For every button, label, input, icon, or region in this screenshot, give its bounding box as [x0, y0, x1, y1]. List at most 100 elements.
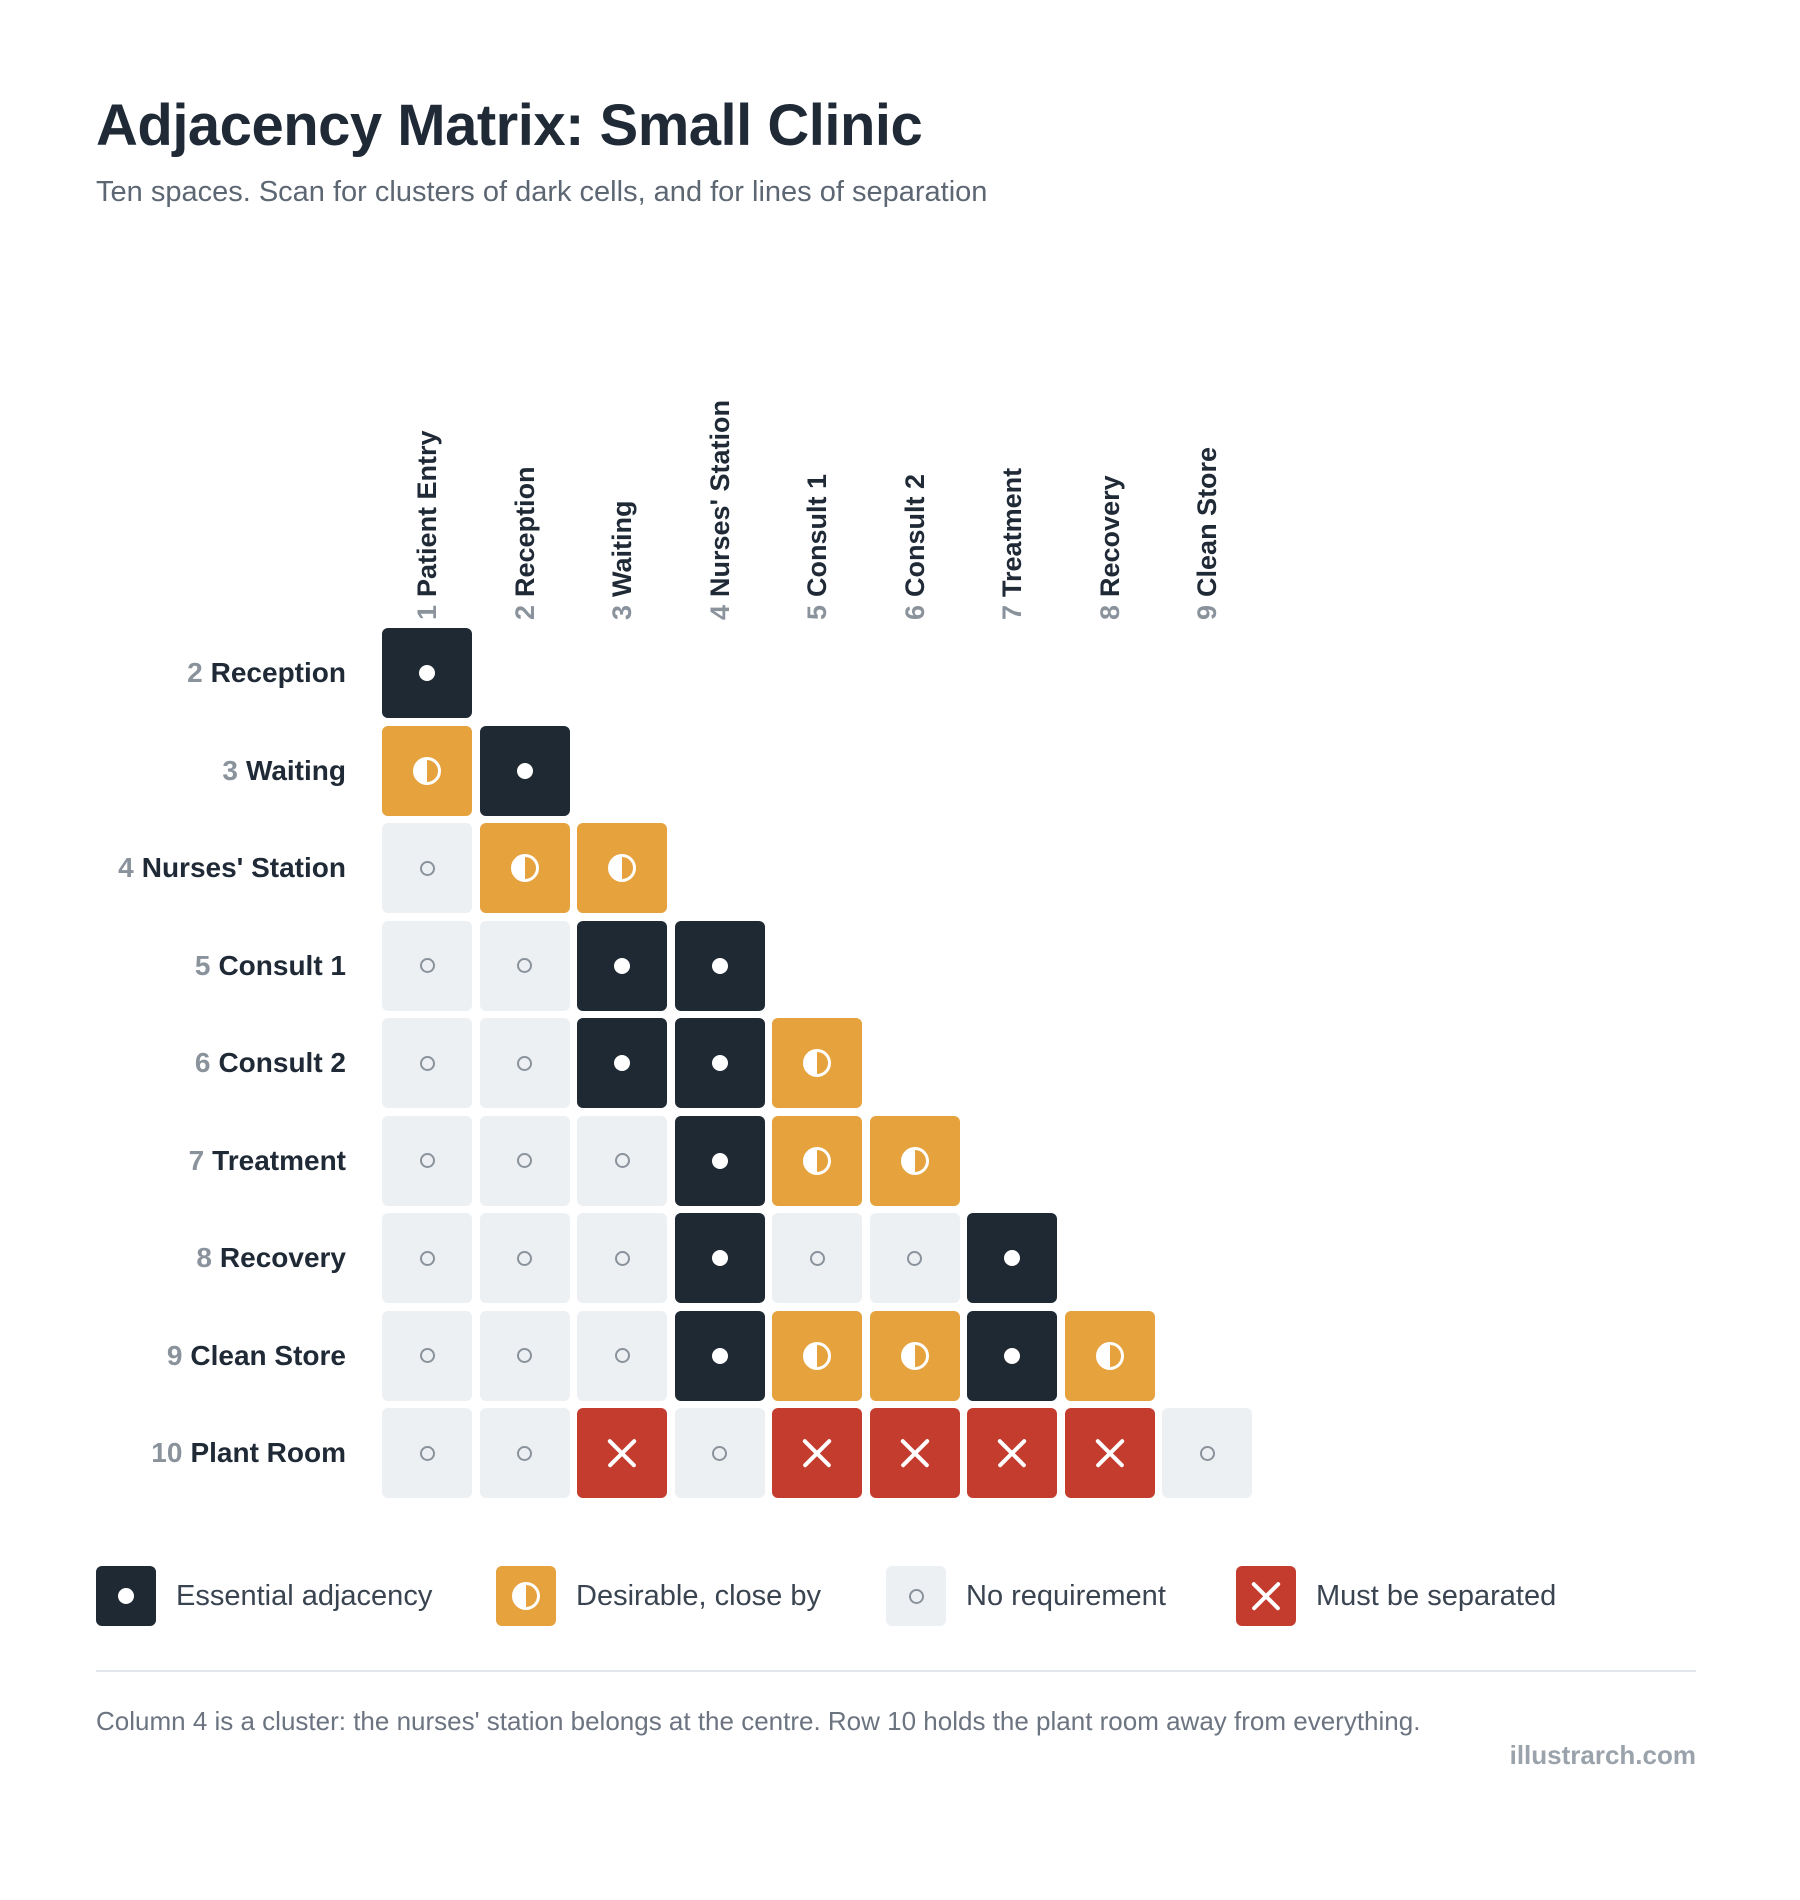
row-header: 7 Treatment — [6, 1116, 346, 1206]
legend-label: Must be separated — [1316, 1579, 1557, 1612]
column-header-label: Recovery — [1094, 475, 1125, 597]
adjacency-matrix: 1Patient Entry 2Reception 3Waiting 4Nurses'… — [0, 0, 1800, 1560]
desirable-cell — [382, 725, 472, 816]
ring-icon — [712, 1445, 727, 1461]
divider — [96, 1670, 1696, 1672]
ring-icon — [419, 1445, 435, 1461]
ring-icon — [419, 958, 435, 973]
column-header-label: Treatment — [997, 467, 1027, 597]
column-header-number: 8 — [1094, 604, 1125, 620]
half-circle-icon — [803, 1146, 831, 1175]
row-header: 5 Consult 1 — [6, 921, 346, 1011]
legend-item: No requirement — [886, 1566, 1166, 1626]
dot-icon — [1004, 1250, 1020, 1266]
legend-swatch — [96, 1566, 156, 1626]
no-requirement-cell — [382, 1115, 472, 1206]
row-header: 4 Nurses' Station — [6, 823, 346, 913]
dot-icon — [711, 1055, 728, 1071]
half-circle-icon — [510, 854, 539, 882]
essential-cell — [674, 920, 765, 1011]
ring-icon — [1199, 1445, 1215, 1461]
no-requirement-cell — [577, 1115, 667, 1206]
no-requirement-cell — [674, 1408, 765, 1498]
row-header-label: Nurses' Station — [141, 852, 346, 883]
dot-icon — [516, 762, 533, 779]
ring-icon — [419, 1250, 435, 1266]
row-header-label: Clean Store — [190, 1339, 346, 1371]
column-header-number: 1 — [412, 604, 442, 620]
dot-icon — [711, 957, 728, 974]
no-requirement-cell — [479, 1408, 570, 1498]
ring-icon — [614, 1250, 630, 1266]
cross-icon — [801, 1437, 833, 1469]
legend-swatch — [496, 1566, 556, 1626]
dot-icon — [711, 1152, 728, 1169]
column-header-number: 3 — [607, 604, 637, 620]
dot-icon — [711, 1347, 728, 1364]
row-header-number: 5 — [194, 949, 211, 981]
row-header-label: Plant Room — [190, 1437, 346, 1468]
legend-item: Essential adjacency — [96, 1566, 432, 1626]
desirable-cell — [772, 1310, 862, 1401]
desirable-cell — [479, 823, 570, 913]
column-header-text: 6 Consult 2 — [898, 474, 932, 620]
page-title: Adjacency Matrix: Small Clinic — [96, 93, 923, 158]
column-header-label: Clean Store — [1192, 446, 1222, 597]
row-header-number: 3 — [222, 754, 238, 786]
column-header-text: 7 Treatment — [995, 468, 1029, 620]
no-requirement-cell — [382, 1018, 472, 1108]
column-header-label: Consult 1 — [802, 473, 832, 597]
no-requirement-cell — [577, 1213, 667, 1303]
separate-cell — [967, 1408, 1057, 1498]
no-requirement-cell — [382, 1213, 472, 1303]
row-header: 6 Consult 2 — [6, 1018, 346, 1108]
ring-icon — [908, 1588, 924, 1604]
essential-cell — [674, 1213, 765, 1303]
ring-icon — [517, 1348, 532, 1363]
dot-icon — [614, 957, 630, 974]
row-header-label: Consult 2 — [218, 1047, 346, 1078]
footnote: Column 4 is a cluster: the nurses' stati… — [96, 1706, 1421, 1736]
column-header-text: 4 Nurses' Station — [703, 400, 737, 620]
row-header-number: 7 — [188, 1144, 205, 1176]
no-requirement-cell — [1162, 1408, 1252, 1498]
row-header: 2 Reception — [6, 628, 346, 718]
cross-icon — [606, 1437, 638, 1469]
desirable-cell — [772, 1018, 862, 1108]
legend-label: No requirement — [966, 1579, 1166, 1612]
column-header-label: Patient Entry — [412, 430, 442, 597]
desirable-cell — [869, 1115, 960, 1206]
ring-icon — [614, 1153, 630, 1168]
no-requirement-cell — [479, 1310, 570, 1401]
row-header: 3 Waiting — [6, 726, 346, 816]
row-header-number: 9 — [166, 1339, 183, 1371]
page-subtitle: Ten spaces. Scan for clusters of dark ce… — [96, 176, 988, 208]
row-header-label: Treatment — [212, 1144, 346, 1176]
column-header-text: 1 Patient Entry — [410, 430, 444, 620]
ring-icon — [517, 1250, 532, 1266]
separate-cell — [577, 1408, 667, 1498]
row-header-label: Recovery — [219, 1242, 346, 1273]
no-requirement-cell — [382, 920, 472, 1011]
desirable-cell — [577, 823, 667, 913]
ring-icon — [517, 1055, 532, 1071]
row-header-number: 8 — [196, 1242, 212, 1273]
row-header-number: 2 — [187, 657, 203, 688]
dot-icon — [118, 1588, 134, 1604]
ring-icon — [809, 1250, 825, 1266]
ring-icon — [517, 1153, 532, 1168]
half-circle-icon — [413, 756, 441, 785]
dot-icon — [419, 665, 435, 681]
row-header: 8 Recovery — [6, 1213, 346, 1303]
row-header-number: 10 — [151, 1437, 183, 1468]
column-header-text: 3 Waiting — [605, 500, 639, 620]
desirable-cell — [1064, 1310, 1155, 1401]
column-header-number: 6 — [899, 604, 930, 620]
essential-cell — [577, 920, 667, 1011]
desirable-cell — [869, 1310, 960, 1401]
ring-icon — [419, 1348, 435, 1363]
row-header-label: Consult 1 — [218, 949, 346, 981]
separate-cell — [869, 1408, 960, 1498]
no-requirement-cell — [479, 920, 570, 1011]
legend-swatch — [1236, 1566, 1296, 1626]
